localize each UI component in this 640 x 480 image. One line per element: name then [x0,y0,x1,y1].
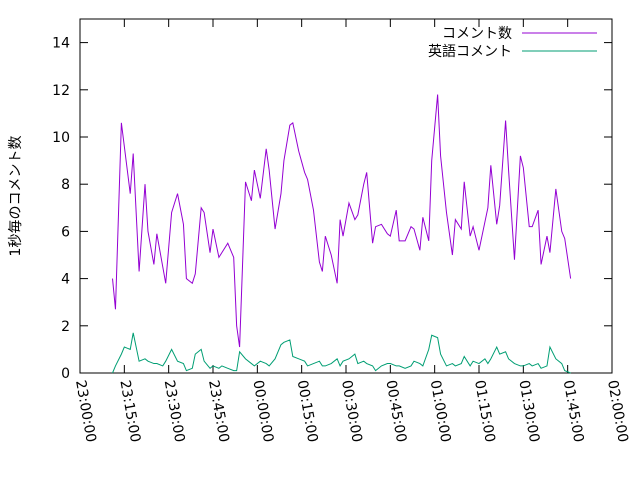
series-line [112,94,572,348]
x-tick-label: 23:15:00 [116,379,143,444]
y-tick-label: 2 [61,319,70,335]
x-tick-label: 23:00:00 [72,379,99,444]
x-tick-label: 01:15:00 [471,379,498,444]
y-tick-label: 14 [52,36,70,52]
legend-label: コメント数 [442,26,512,42]
x-tick-label: 01:00:00 [427,379,454,444]
y-tick-label: 6 [61,224,70,240]
y-tick-label: 10 [52,130,70,146]
plot-frame [79,18,613,374]
x-tick-label: 00:30:00 [338,379,365,444]
x-tick-label: 01:30:00 [515,379,542,444]
series-line [112,332,571,374]
y-axis-label: 1秒毎のコメント数 [8,136,24,257]
y-tick-label: 12 [52,83,70,99]
x-tick-label: 02:00:00 [604,379,631,444]
y-tick-label: 4 [61,272,70,288]
x-tick-label: 23:30:00 [161,379,188,444]
x-tick-label: 00:45:00 [382,379,409,444]
legend-label: 英語コメント [428,43,512,60]
x-tick-label: 23:45:00 [205,379,232,444]
x-tick-label: 00:00:00 [249,379,276,444]
x-tick-label: 01:45:00 [560,379,587,444]
y-tick-label: 0 [61,366,70,382]
x-tick-label: 00:15:00 [294,379,321,444]
y-tick-label: 8 [61,177,70,193]
